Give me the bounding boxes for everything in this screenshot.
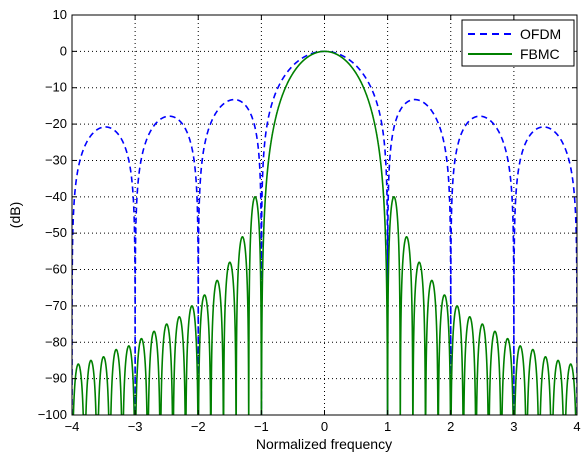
legend-fbmc-label: FBMC: [520, 46, 560, 62]
x-axis-label: Normalized frequency: [256, 436, 392, 452]
series-layer: [72, 50, 577, 415]
y-axis-label: (dB): [7, 202, 23, 228]
legend: OFDM FBMC: [461, 19, 575, 67]
y-tick-label: −50: [45, 225, 67, 240]
legend-box: [461, 19, 575, 67]
x-tick-label: −1: [254, 419, 269, 434]
y-tick-label: −40: [45, 189, 67, 204]
y-tick-label: −10: [45, 80, 67, 95]
x-tick-label: −2: [191, 419, 206, 434]
y-tick-label: 10: [53, 7, 67, 22]
x-tick-label: 4: [573, 419, 580, 434]
y-tick-label: 0: [60, 43, 67, 58]
x-tick-label: 0: [321, 419, 328, 434]
y-tick-label: −80: [45, 334, 67, 349]
y-tick-label: −70: [45, 298, 67, 313]
x-tick-label: 2: [447, 419, 454, 434]
legend-ofdm-label: OFDM: [520, 26, 561, 42]
x-tick-label: −3: [128, 419, 143, 434]
x-tick-label: 3: [510, 419, 517, 434]
ticks: [71, 14, 578, 416]
tick-labels: −4 −3 −2 −1 0 1 2 3 4100−10−20−30−40−50−60−70−80…: [38, 7, 581, 434]
y-tick-label: −100: [38, 407, 67, 422]
y-tick-label: −30: [45, 152, 67, 167]
y-tick-label: −60: [45, 262, 67, 277]
x-tick-label: 1: [384, 419, 391, 434]
plot-area: [72, 50, 577, 415]
fbmc-line: [72, 50, 577, 415]
x-tick-label: −4: [65, 419, 80, 434]
y-tick-label: −20: [45, 116, 67, 131]
y-tick-label: −90: [45, 371, 67, 386]
